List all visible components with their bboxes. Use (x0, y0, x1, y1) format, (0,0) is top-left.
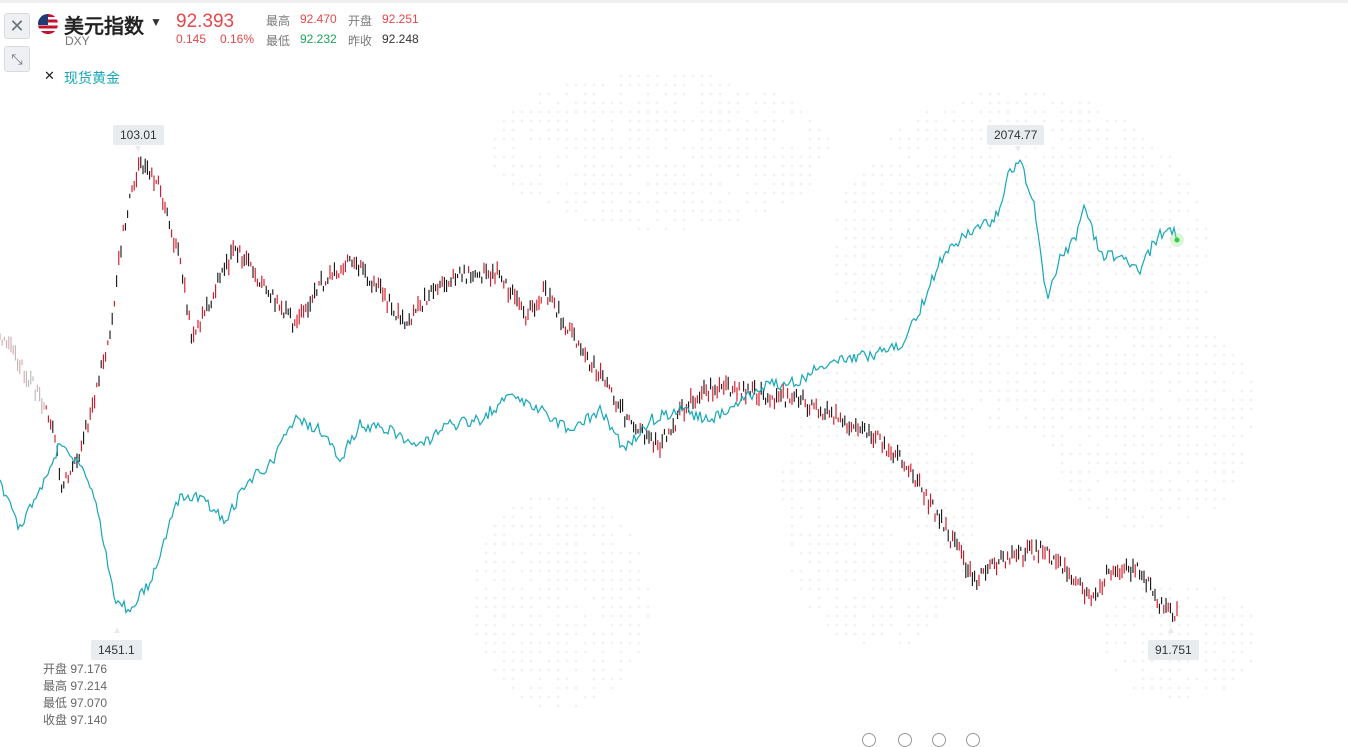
tooltip-open: 开盘 97.176 (43, 662, 108, 676)
remove-overlay-icon[interactable]: ✕ (44, 68, 55, 83)
live-point (1174, 237, 1180, 243)
prev-close-label: 昨收 (348, 34, 373, 48)
gold-line (0, 159, 1179, 615)
low-label: 最低 (266, 34, 291, 48)
world-map-background (475, 74, 1253, 708)
tooltip-close: 收盘 97.140 (43, 713, 108, 727)
overlay-series-label[interactable]: 现货黄金 (64, 70, 120, 86)
high-value: 92.470 (300, 12, 337, 26)
tag-pointer (114, 627, 120, 633)
dxy-candles (0, 156, 1178, 622)
last-price: 92.393 (176, 11, 235, 32)
period-option[interactable] (862, 733, 876, 747)
dxy-min-label: 91.751 (1148, 640, 1199, 660)
dxy-max-label: 103.01 (113, 125, 164, 145)
tooltip-low: 最低 97.070 (43, 696, 108, 710)
low-value: 92.232 (300, 32, 337, 46)
prev-close-value: 92.248 (382, 32, 419, 46)
gold-max-label: 2074.77 (987, 125, 1045, 145)
price-change: 0.145 (176, 32, 207, 46)
tooltip-high: 最高 97.214 (43, 679, 108, 693)
period-option[interactable] (966, 733, 980, 747)
high-label: 最高 (266, 14, 291, 28)
tag-pointer (1015, 146, 1021, 152)
gold-min-label: 1451.1 (91, 640, 142, 660)
price-change-pct: 0.16% (220, 32, 255, 46)
tag-pointer (1168, 627, 1174, 633)
tag-pointer (135, 146, 141, 152)
chevron-down-icon[interactable]: ▼ (150, 15, 162, 29)
period-option[interactable] (932, 733, 946, 747)
open-value: 92.251 (382, 12, 419, 26)
shrink-icon[interactable]: ⤡ (4, 46, 30, 72)
instrument-code: DXY (65, 34, 90, 48)
us-flag-icon (38, 14, 58, 34)
period-option[interactable] (898, 733, 912, 747)
close-icon[interactable]: ✕ (4, 13, 30, 39)
open-label: 开盘 (348, 14, 373, 28)
instrument-name[interactable]: 美元指数 (64, 16, 144, 38)
top-border (0, 0, 1348, 3)
